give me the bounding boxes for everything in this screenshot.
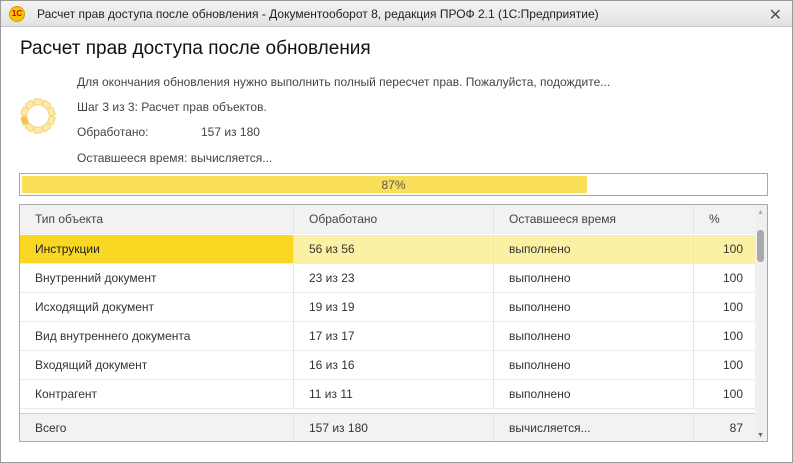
progress-fill (22, 176, 588, 193)
cell-type: Вид внутреннего документа (20, 322, 294, 350)
column-header-type[interactable]: Тип объекта (20, 205, 294, 233)
cell-type: Инструкции (20, 235, 294, 263)
spinner-segment (41, 99, 52, 110)
cell-processed: 11 из 11 (294, 380, 494, 408)
cell-type: Входящий документ (20, 351, 294, 379)
spinner-segment (24, 99, 35, 110)
scrollbar[interactable]: ▲ ▼ (755, 205, 767, 441)
processed-value: 157 из 180 (201, 125, 260, 139)
processed-label: Обработано: (77, 125, 149, 139)
spinner-segment (33, 126, 43, 134)
cell-processed: 56 из 56 (294, 235, 494, 263)
objects-table: Тип объекта Обработано Оставшееся время … (19, 204, 768, 442)
info-message: Для окончания обновления нужно выполнить… (77, 75, 611, 89)
table-footer: Всего 157 из 180 вычисляется... 87 (20, 413, 756, 441)
cell-processed: 23 из 23 (294, 264, 494, 292)
spinner-segment (47, 115, 56, 126)
spinner-segment (20, 115, 29, 126)
cell-remaining: выполнено (494, 380, 694, 408)
cell-processed: 16 из 16 (294, 351, 494, 379)
footer-percent: 87 (694, 414, 756, 441)
cell-remaining: выполнено (494, 351, 694, 379)
cell-percent: 100 (694, 235, 756, 263)
footer-processed: 157 из 180 (294, 414, 494, 441)
remaining-time: Оставшееся время: вычисляется... (77, 151, 273, 165)
window-title: Расчет прав доступа после обновления - Д… (37, 6, 599, 21)
cell-percent: 100 (694, 322, 756, 350)
cell-percent: 100 (694, 380, 756, 408)
table-row[interactable]: Инструкции 56 из 56 выполнено 100 (20, 235, 756, 264)
cell-remaining: выполнено (494, 264, 694, 292)
loading-spinner-icon (20, 98, 56, 134)
scroll-up-icon[interactable]: ▲ (757, 209, 764, 216)
spinner-segment (20, 106, 29, 117)
cell-type: Внутренний документ (20, 264, 294, 292)
cell-remaining: выполнено (494, 322, 694, 350)
scroll-down-icon[interactable]: ▼ (757, 432, 764, 439)
cell-type: Контрагент (20, 380, 294, 408)
cell-remaining: выполнено (494, 293, 694, 321)
table-row[interactable]: Вид внутреннего документа 17 из 17 выполне… (20, 322, 756, 351)
close-icon[interactable]: ✕ (768, 7, 782, 24)
footer-type: Всего (20, 414, 294, 441)
step-text: Шаг 3 из 3: Расчет прав объектов. (77, 100, 267, 114)
cell-type: Исходящий документ (20, 293, 294, 321)
cell-processed: 19 из 19 (294, 293, 494, 321)
footer-remaining: вычисляется... (494, 414, 694, 441)
cell-processed: 17 из 17 (294, 322, 494, 350)
progress-bar: 87% (19, 173, 768, 196)
column-header-processed[interactable]: Обработано (294, 205, 494, 233)
title-bar: 1С Расчет прав доступа после обновления … (1, 1, 792, 27)
cell-percent: 100 (694, 293, 756, 321)
spinner-segment (41, 122, 52, 133)
page-title: Расчет прав доступа после обновления (20, 38, 371, 59)
column-header-remaining[interactable]: Оставшееся время (494, 205, 694, 233)
table-header: Тип объекта Обработано Оставшееся время … (20, 205, 756, 234)
spinner-segment (47, 106, 56, 117)
cell-percent: 100 (694, 264, 756, 292)
spinner-segment (24, 122, 35, 133)
progress-label: 87% (381, 178, 406, 192)
app-logo-icon: 1С (9, 5, 25, 22)
cell-remaining: выполнено (494, 235, 694, 263)
cell-percent: 100 (694, 351, 756, 379)
table-row[interactable]: Входящий документ 16 из 16 выполнено 100 (20, 351, 756, 380)
scrollbar-thumb[interactable] (757, 230, 764, 262)
table-row[interactable]: Контрагент 11 из 11 выполнено 100 (20, 380, 756, 409)
table-row[interactable]: Внутренний документ 23 из 23 выполнено 100 (20, 264, 756, 293)
spinner-segment (33, 98, 43, 106)
column-header-percent[interactable]: % (694, 205, 756, 233)
table-row[interactable]: Исходящий документ 19 из 19 выполнено 100 (20, 293, 756, 322)
